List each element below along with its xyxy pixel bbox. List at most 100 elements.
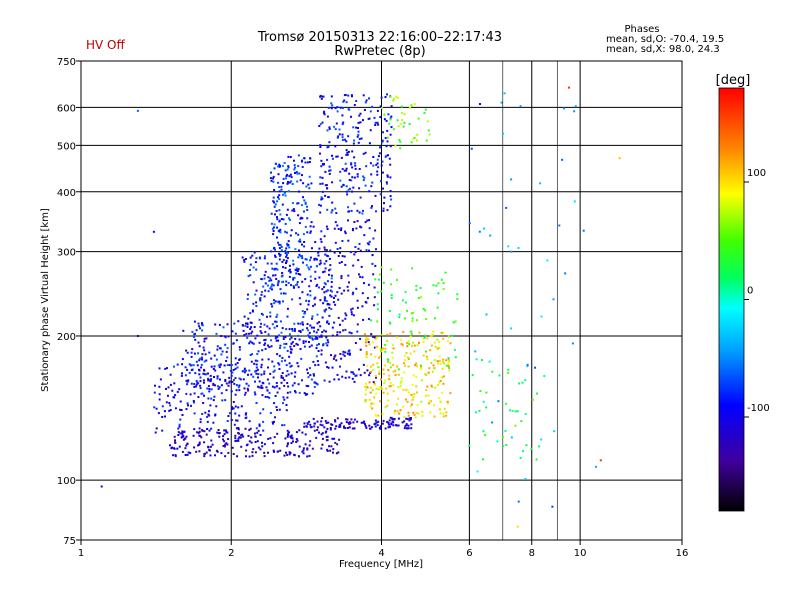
data-point — [326, 208, 329, 211]
data-point — [275, 382, 278, 384]
data-point — [310, 326, 313, 329]
data-point — [377, 123, 380, 126]
x-tick-label: 4 — [378, 548, 384, 559]
data-point — [374, 355, 377, 358]
data-point — [426, 385, 429, 388]
data-point — [411, 398, 414, 401]
data-point — [332, 301, 335, 304]
data-point — [298, 330, 301, 332]
data-point — [517, 500, 520, 503]
data-point — [174, 441, 177, 444]
data-point — [319, 325, 322, 328]
data-point — [409, 352, 412, 355]
data-point — [328, 172, 331, 175]
data-point — [415, 411, 418, 414]
data-point — [229, 369, 232, 372]
data-point — [424, 108, 427, 111]
data-point — [346, 151, 349, 154]
data-point — [439, 400, 442, 403]
data-point — [309, 290, 312, 293]
data-point — [389, 385, 392, 388]
data-point — [344, 317, 347, 320]
data-point — [244, 413, 247, 416]
data-point — [280, 376, 283, 379]
data-point — [379, 355, 382, 358]
data-point — [273, 369, 276, 372]
data-point — [447, 361, 450, 364]
data-point — [339, 365, 341, 368]
data-point — [184, 437, 187, 440]
data-point — [430, 344, 433, 347]
data-point — [285, 342, 288, 345]
data-point — [222, 326, 225, 329]
data-point — [192, 400, 195, 402]
data-point — [315, 335, 317, 338]
data-point — [327, 421, 330, 424]
data-point — [384, 347, 387, 350]
data-point — [259, 412, 262, 415]
data-point — [232, 407, 235, 410]
data-point — [333, 227, 336, 230]
data-point — [321, 121, 324, 124]
data-point — [410, 423, 413, 426]
data-point — [314, 296, 317, 299]
data-point — [317, 254, 320, 257]
data-point — [280, 292, 283, 295]
data-point — [334, 241, 337, 244]
data-point — [293, 330, 296, 332]
data-point — [426, 337, 429, 340]
data-point — [383, 382, 386, 385]
data-point — [323, 248, 326, 251]
data-point — [247, 434, 250, 437]
data-point — [378, 370, 381, 373]
data-point — [301, 280, 304, 283]
data-point — [291, 328, 294, 330]
data-point — [250, 326, 253, 329]
data-point — [382, 419, 385, 422]
data-point — [516, 525, 519, 528]
data-point — [309, 275, 312, 278]
data-point — [249, 312, 252, 315]
data-point — [203, 340, 206, 343]
data-point — [374, 194, 377, 197]
data-point — [425, 389, 428, 392]
data-point — [342, 184, 345, 187]
data-point — [307, 334, 310, 337]
data-point — [220, 335, 223, 337]
data-point — [353, 221, 356, 223]
data-point — [392, 128, 395, 131]
data-point — [159, 378, 162, 381]
data-point — [318, 263, 321, 266]
data-point — [389, 332, 392, 335]
data-point — [297, 165, 300, 168]
data-point — [401, 421, 404, 424]
data-point — [269, 177, 272, 180]
data-point — [376, 345, 379, 348]
data-point — [323, 246, 326, 249]
data-point — [330, 281, 333, 283]
data-point — [311, 392, 314, 395]
data-point — [362, 152, 365, 155]
data-point — [285, 262, 287, 264]
data-point — [306, 368, 308, 371]
data-point — [340, 227, 343, 230]
data-point — [347, 94, 350, 97]
data-point — [410, 333, 413, 336]
data-point — [189, 452, 192, 455]
data-point — [388, 423, 391, 426]
data-point — [206, 428, 209, 430]
data-point — [277, 339, 280, 342]
data-point — [271, 288, 273, 291]
data-point — [201, 429, 204, 432]
data-point — [186, 351, 189, 354]
data-point — [375, 210, 377, 213]
data-point — [341, 114, 344, 117]
data-point — [184, 447, 187, 450]
data-point — [229, 412, 231, 415]
data-point — [288, 355, 291, 358]
data-point — [413, 394, 416, 397]
data-point — [402, 371, 405, 374]
data-point — [372, 237, 375, 240]
data-point — [413, 350, 416, 353]
data-point — [362, 175, 365, 178]
